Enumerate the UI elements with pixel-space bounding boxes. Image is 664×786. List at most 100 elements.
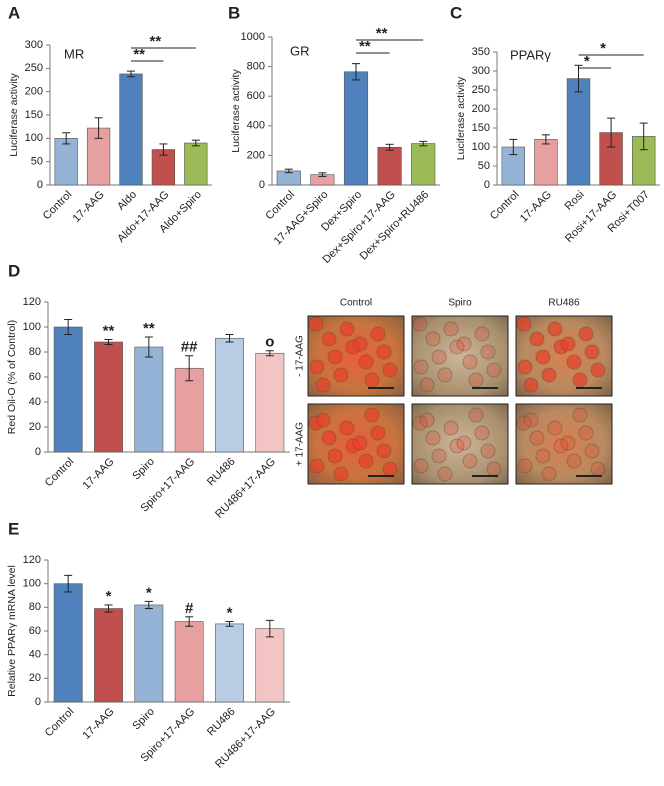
y-tick-label: 600: [247, 90, 265, 102]
cell: [339, 321, 355, 337]
cell: [382, 461, 398, 477]
y-tick-label: 0: [35, 446, 41, 458]
cell: [486, 362, 502, 378]
x-tick-label: 17-AAG: [71, 189, 107, 225]
cell: [468, 407, 484, 423]
bar: [343, 71, 369, 186]
x-tick-label: Spiro: [130, 706, 157, 733]
cell: [449, 339, 465, 355]
cell: [590, 461, 606, 477]
y-axis-label: Luciferase activity: [455, 76, 467, 160]
cell: [333, 367, 349, 383]
cell: [523, 412, 539, 428]
cell: [523, 377, 539, 393]
cell: [584, 443, 600, 459]
y-tick-label: 150: [472, 122, 490, 134]
cell: [541, 367, 557, 383]
significance-mark: #: [185, 600, 194, 617]
bar: [566, 78, 591, 186]
cell: [413, 359, 429, 375]
x-tick-label: 17-AAG: [518, 189, 554, 225]
y-tick-label: 120: [23, 296, 41, 308]
cell: [474, 326, 490, 342]
cell: [425, 331, 441, 347]
cell: [437, 466, 453, 482]
cell: [517, 458, 533, 474]
cell: [431, 448, 447, 464]
cell: [412, 316, 428, 332]
cell: [560, 336, 576, 352]
y-tick-label: 0: [484, 179, 490, 191]
y-tick-label: 0: [37, 179, 43, 191]
cell: [590, 362, 606, 378]
x-tick-label: RU486: [205, 456, 238, 489]
significance-mark: o: [265, 334, 274, 351]
cell: [560, 435, 576, 451]
y-tick-label: 0: [259, 179, 265, 191]
cell: [321, 430, 337, 446]
cell: [547, 420, 563, 436]
cell: [449, 438, 465, 454]
y-tick-label: 100: [472, 141, 490, 153]
cell: [443, 420, 459, 436]
cell: [535, 349, 551, 365]
y-tick-label: 300: [472, 65, 490, 77]
bar: [377, 146, 402, 186]
micrograph: [307, 403, 405, 485]
row-label: - 17-AAG: [295, 335, 306, 377]
bar: [134, 604, 164, 703]
cell: [480, 443, 496, 459]
cell: [352, 336, 368, 352]
bar: [53, 583, 83, 703]
significance-mark: **: [143, 320, 155, 337]
cell: [468, 372, 484, 388]
cell: [308, 316, 324, 332]
y-tick-label: 200: [247, 149, 265, 161]
y-tick-label: 350: [472, 46, 490, 58]
bar: [255, 352, 285, 453]
x-tick-label: Spiro: [130, 456, 157, 483]
cell: [315, 377, 331, 393]
y-tick-label: 40: [29, 649, 41, 661]
bar: [54, 138, 78, 186]
bracket-label: *: [600, 40, 606, 57]
y-tick-label: 100: [23, 321, 41, 333]
y-tick-label: 250: [472, 84, 490, 96]
micrograph: [411, 315, 509, 397]
cell: [339, 420, 355, 436]
significance-mark: ##: [181, 339, 198, 356]
cell: [541, 466, 557, 482]
bracket-label: **: [376, 25, 388, 42]
column-header: Spiro: [448, 298, 472, 309]
y-tick-label: 800: [247, 61, 265, 73]
cell: [553, 438, 569, 454]
inner-label: MR: [64, 46, 84, 61]
significance-mark: *: [146, 584, 152, 601]
y-tick-label: 300: [25, 39, 43, 51]
cell: [462, 453, 478, 469]
micrograph: [411, 403, 509, 485]
cell: [584, 344, 600, 360]
bar: [119, 73, 143, 186]
y-axis-label: Relative PPARγ mRNA level: [6, 565, 18, 697]
y-tick-label: 60: [29, 371, 41, 383]
cell: [412, 415, 428, 431]
micrograph: [515, 403, 613, 485]
cell: [309, 359, 325, 375]
bracket-label: **: [150, 33, 162, 50]
panel-letter: C: [450, 3, 462, 22]
micrograph-image: [411, 315, 509, 397]
bar: [94, 341, 123, 453]
bar: [534, 139, 558, 186]
y-tick-label: 80: [29, 601, 41, 613]
y-tick-label: 20: [29, 421, 41, 433]
cell: [352, 435, 368, 451]
cell: [456, 336, 472, 352]
y-tick-label: 50: [478, 160, 490, 172]
bracket-label: *: [584, 53, 590, 70]
cell: [376, 344, 392, 360]
cell: [431, 349, 447, 365]
panel-letter: E: [8, 519, 19, 538]
x-tick-label: Rosi: [563, 189, 587, 213]
